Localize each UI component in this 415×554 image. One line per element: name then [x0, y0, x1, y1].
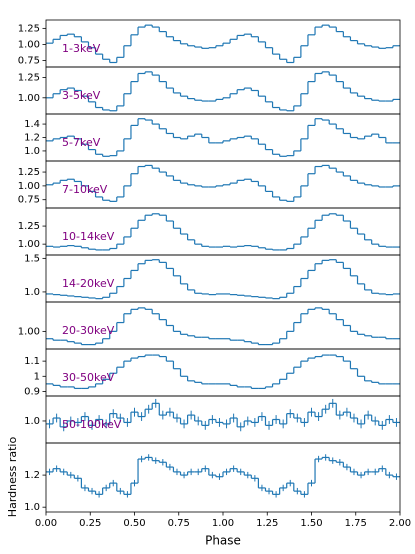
y-tick-label: 1 [34, 371, 40, 382]
panel-label: 10-14keV [62, 230, 115, 243]
x-tick-label: 1.75 [345, 518, 367, 529]
y-tick-label: 1.0 [24, 146, 40, 157]
y-tick-label: 1.25 [18, 73, 40, 84]
y-tick-label: 0.9 [24, 386, 40, 397]
x-tick-label: 1.00 [212, 518, 234, 529]
y-tick-label: 1.4 [24, 119, 40, 130]
y-tick-label: 1.00 [18, 239, 40, 250]
step-riser [52, 71, 394, 111]
y-axis-label: Hardness ratio [6, 437, 19, 518]
y-tick-label: 1.0 [24, 502, 40, 513]
y-tick-label: 1.00 [18, 93, 40, 104]
y-tick-label: 0.75 [18, 56, 40, 67]
panel-label: 20-30keV [62, 324, 115, 337]
panel-label: 5-7keV [62, 136, 101, 149]
panel-label: 3-5keV [62, 89, 101, 102]
y-tick-label: 0.75 [18, 195, 40, 206]
y-tick-label: 1.00 [18, 181, 40, 192]
step-riser [52, 457, 394, 495]
x-tick-label: 0.50 [123, 518, 145, 529]
step-riser [52, 118, 387, 157]
y-tick-label: 1.2 [24, 133, 40, 144]
x-tick-label: 1.25 [256, 518, 278, 529]
x-tick-label: 0.00 [35, 518, 57, 529]
x-axis-label: Phase [205, 534, 241, 548]
panel-label: 14-20keV [62, 277, 115, 290]
y-tick-label: 1.25 [18, 221, 40, 232]
x-tick-label: 2.00 [389, 518, 411, 529]
panel-label: 30-50keV [62, 371, 115, 384]
step-riser [52, 25, 394, 63]
y-tick-label: 1.25 [18, 23, 40, 34]
panel-label: 50-100keV [62, 418, 122, 431]
y-tick-label: 1.1 [24, 356, 40, 367]
panel-label: 7-10keV [62, 183, 108, 196]
y-tick-label: 1.0 [24, 287, 40, 298]
y-tick-label: 1.0 [24, 416, 40, 427]
step-riser [52, 403, 394, 427]
y-tick-label: 1.2 [24, 470, 40, 481]
y-tick-label: 1.00 [18, 39, 40, 50]
panel-label: 1-3keV [62, 42, 101, 55]
y-tick-label: 1.00 [18, 326, 40, 337]
x-tick-label: 1.50 [300, 518, 322, 529]
x-tick-label: 0.75 [168, 518, 190, 529]
y-tick-label: 1.25 [18, 167, 40, 178]
y-tick-label: 1.5 [24, 253, 40, 264]
panel-frame [45, 442, 401, 513]
x-tick-label: 0.25 [79, 518, 101, 529]
